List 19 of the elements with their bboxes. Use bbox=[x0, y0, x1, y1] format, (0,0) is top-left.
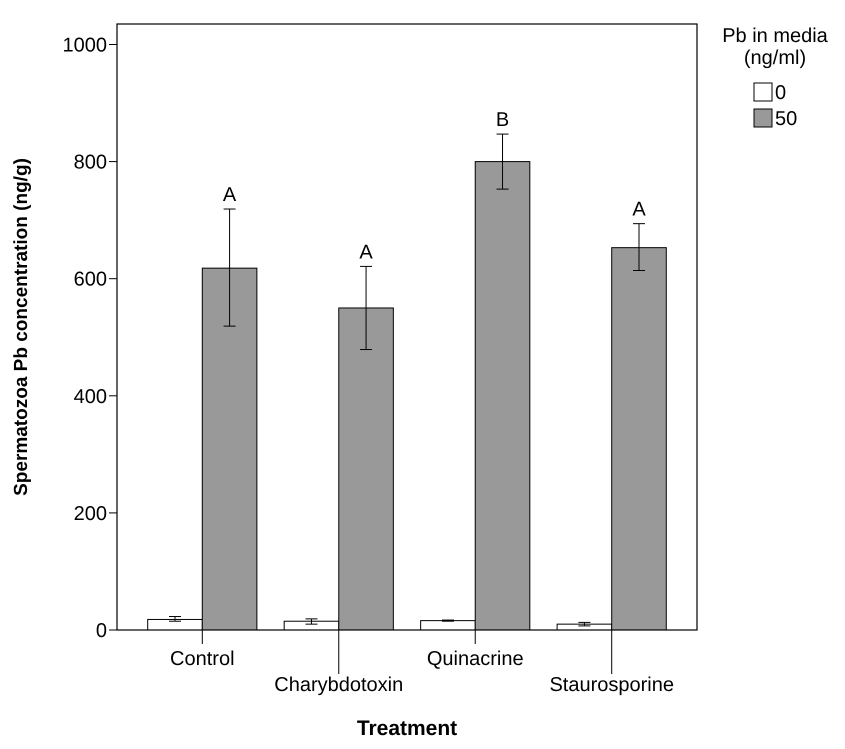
annotation: A bbox=[222, 184, 237, 206]
y-axis-title: Spermatozoa Pb concentration (ng/g) bbox=[11, 158, 32, 496]
y-tick-label: 1000 bbox=[62, 34, 107, 56]
legend-label: 0 bbox=[775, 82, 786, 104]
y-tick-label: 600 bbox=[74, 268, 107, 291]
legend-label: 50 bbox=[775, 108, 798, 130]
annotation: B bbox=[496, 109, 510, 132]
x-axis-title: Treatment bbox=[356, 717, 458, 740]
y-tick-label: 800 bbox=[74, 152, 107, 174]
x-tick-label: Charybdotoxin bbox=[274, 674, 404, 696]
y-tick-label: 200 bbox=[74, 502, 107, 525]
x-tick-label: Quinacrine bbox=[426, 648, 524, 670]
annotation: A bbox=[359, 241, 374, 264]
x-tick-label: Staurosporine bbox=[549, 674, 674, 696]
legend-title: Pb in media (ng/ml) bbox=[722, 25, 829, 69]
x-tick-label: Control bbox=[170, 648, 235, 670]
y-tick-label: 400 bbox=[74, 386, 107, 408]
annotation: A bbox=[632, 198, 646, 221]
y-tick-label: 0 bbox=[96, 620, 107, 642]
